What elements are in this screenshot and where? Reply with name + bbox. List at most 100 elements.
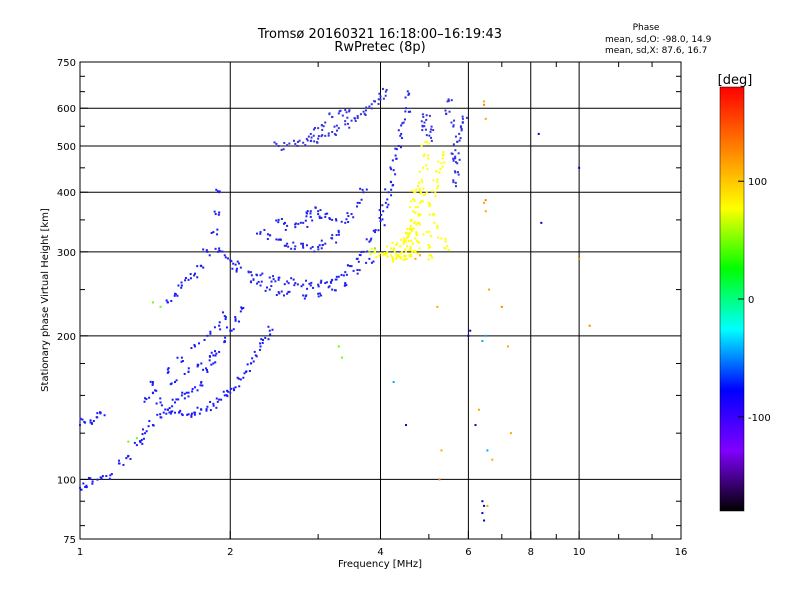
data-point bbox=[264, 289, 267, 292]
data-point bbox=[374, 247, 377, 250]
data-point bbox=[477, 408, 480, 411]
data-point bbox=[252, 278, 255, 281]
data-point bbox=[282, 294, 285, 297]
data-point bbox=[218, 211, 221, 214]
data-point bbox=[403, 118, 406, 121]
data-point bbox=[506, 345, 509, 348]
data-point bbox=[379, 220, 382, 223]
data-point bbox=[275, 238, 278, 241]
data-point bbox=[391, 241, 394, 244]
data-point bbox=[212, 404, 215, 407]
data-point bbox=[255, 273, 258, 276]
data-point bbox=[79, 424, 81, 427]
data-point bbox=[334, 278, 337, 281]
data-point bbox=[164, 408, 167, 411]
data-point bbox=[159, 397, 162, 400]
data-point bbox=[196, 389, 199, 392]
data-point bbox=[196, 365, 199, 368]
data-point bbox=[234, 319, 237, 322]
data-point bbox=[331, 115, 334, 118]
data-point bbox=[345, 218, 348, 221]
data-point bbox=[304, 144, 307, 147]
data-point bbox=[87, 476, 90, 479]
data-point bbox=[155, 402, 158, 405]
data-point bbox=[402, 258, 405, 261]
data-point bbox=[304, 219, 307, 222]
data-point bbox=[246, 363, 249, 366]
data-point bbox=[324, 242, 327, 245]
data-point bbox=[218, 398, 221, 401]
data-point bbox=[218, 321, 221, 324]
data-point bbox=[346, 122, 349, 125]
data-point bbox=[416, 234, 419, 237]
data-point bbox=[399, 245, 402, 248]
data-point bbox=[277, 218, 280, 221]
data-point bbox=[310, 136, 313, 139]
data-point bbox=[286, 280, 289, 283]
data-point bbox=[411, 250, 414, 253]
data-point bbox=[460, 125, 463, 128]
data-point bbox=[225, 326, 228, 329]
data-point bbox=[287, 282, 290, 285]
data-point bbox=[384, 94, 387, 97]
data-point bbox=[249, 281, 252, 284]
data-point bbox=[302, 221, 305, 224]
data-point bbox=[328, 217, 331, 220]
data-point bbox=[224, 318, 227, 321]
data-point bbox=[125, 457, 128, 460]
data-point bbox=[214, 361, 217, 364]
data-point bbox=[452, 125, 455, 128]
data-point bbox=[430, 139, 433, 142]
data-point bbox=[422, 187, 425, 190]
data-point bbox=[419, 213, 422, 216]
data-point bbox=[219, 250, 222, 253]
data-point bbox=[384, 90, 387, 93]
data-point bbox=[297, 222, 300, 225]
x-tick-label: 1 bbox=[77, 547, 83, 558]
data-point bbox=[433, 221, 436, 224]
data-point bbox=[210, 363, 213, 366]
data-point bbox=[180, 360, 183, 363]
data-point bbox=[420, 144, 423, 147]
data-point bbox=[178, 411, 181, 414]
y-tick-label: 75 bbox=[63, 535, 76, 546]
data-point bbox=[324, 282, 327, 285]
data-point bbox=[327, 132, 330, 135]
data-point bbox=[361, 188, 364, 191]
data-point bbox=[431, 190, 434, 193]
data-point bbox=[331, 130, 334, 133]
data-point bbox=[427, 243, 430, 246]
data-point bbox=[321, 244, 324, 247]
data-point bbox=[326, 212, 329, 215]
data-point bbox=[432, 179, 435, 182]
data-point bbox=[331, 288, 334, 291]
data-point bbox=[122, 463, 125, 466]
data-point bbox=[180, 394, 183, 397]
data-point bbox=[286, 242, 289, 245]
data-point bbox=[305, 211, 308, 214]
data-point bbox=[264, 336, 267, 339]
data-point bbox=[267, 325, 270, 328]
data-point bbox=[309, 210, 312, 213]
data-point bbox=[208, 254, 211, 257]
data-point bbox=[223, 394, 226, 397]
data-point bbox=[302, 294, 305, 297]
data-point bbox=[379, 95, 382, 98]
data-point bbox=[459, 137, 462, 140]
data-point bbox=[286, 224, 289, 227]
data-point bbox=[328, 218, 331, 221]
data-point bbox=[399, 134, 402, 137]
data-point bbox=[319, 209, 322, 212]
data-point bbox=[350, 265, 353, 268]
data-point bbox=[209, 400, 212, 403]
data-point bbox=[402, 242, 405, 245]
data-point bbox=[423, 125, 426, 128]
data-point bbox=[268, 276, 271, 279]
data-point bbox=[314, 206, 317, 209]
data-point bbox=[380, 213, 383, 216]
data-point bbox=[205, 249, 208, 252]
data-point bbox=[149, 380, 152, 383]
data-point bbox=[259, 348, 262, 351]
data-point bbox=[305, 215, 308, 218]
data-point bbox=[486, 504, 489, 507]
